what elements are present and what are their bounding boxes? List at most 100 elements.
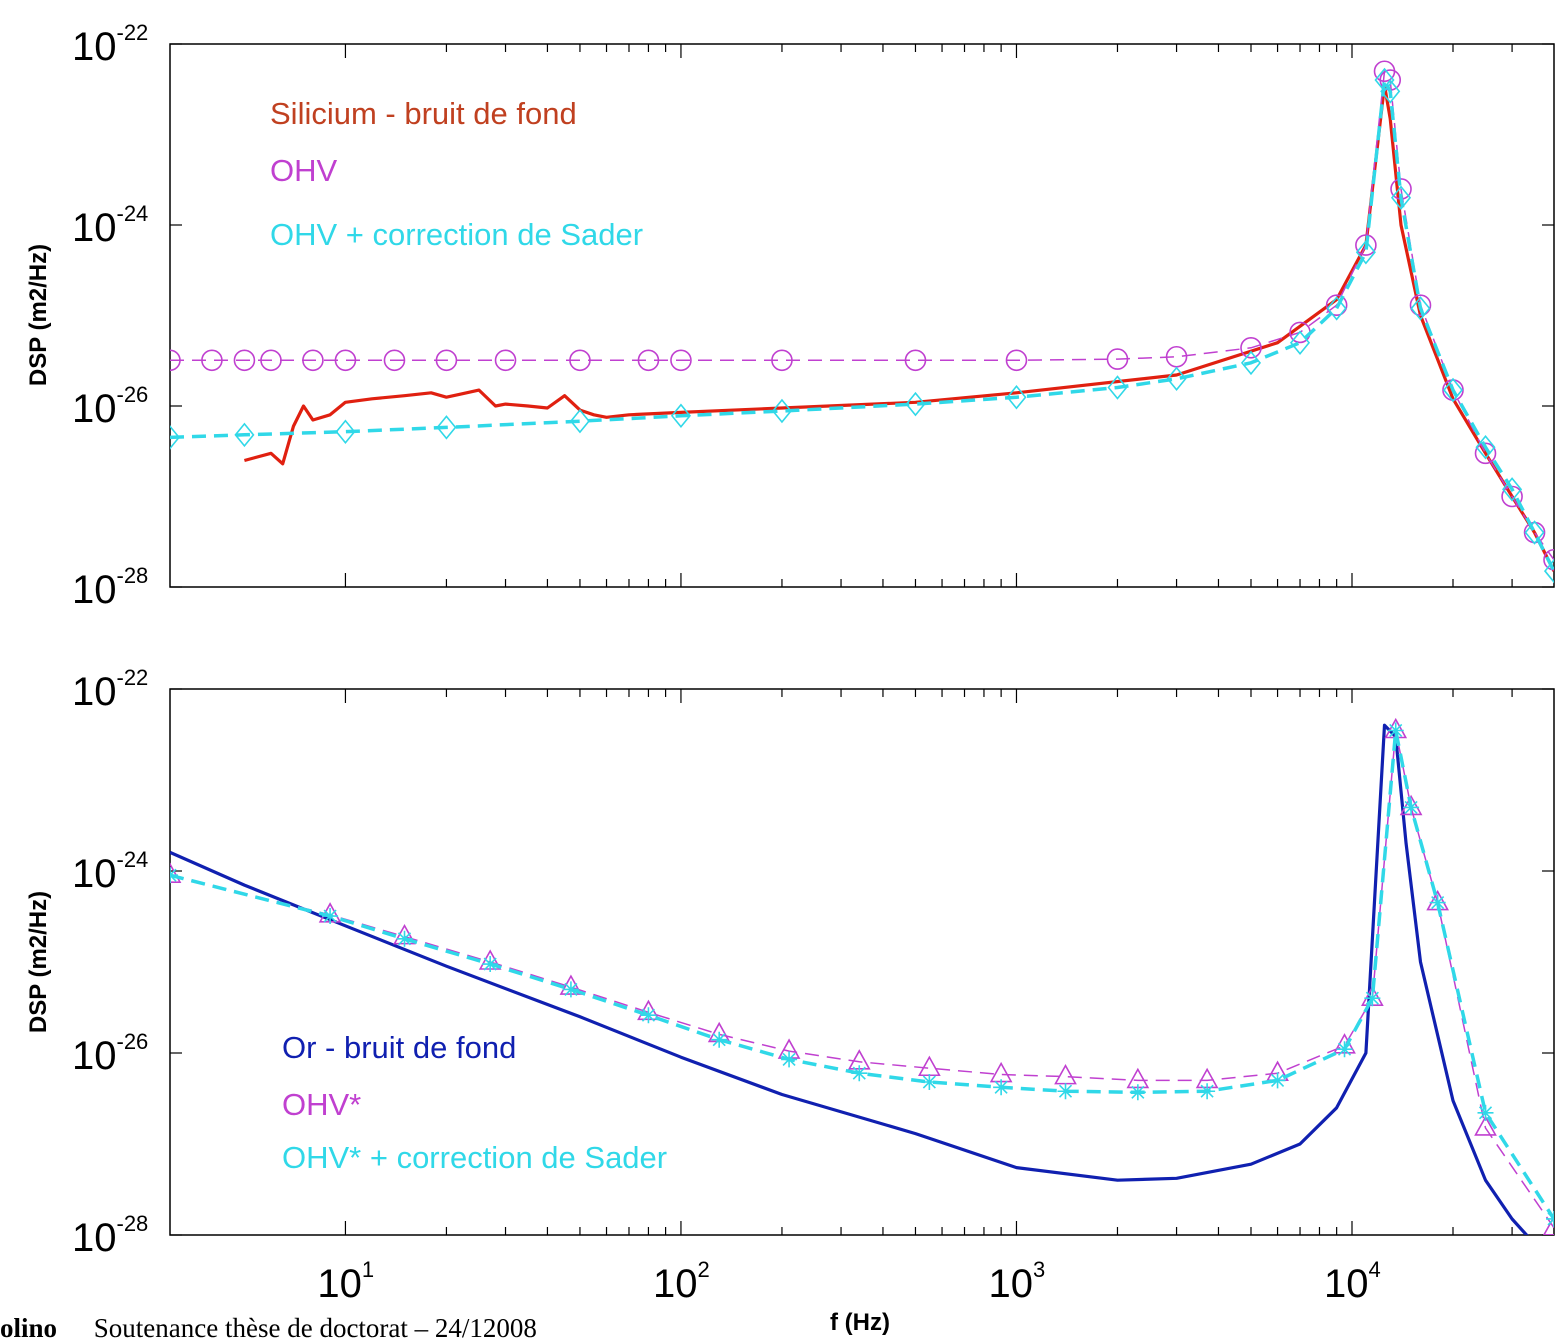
- tick-base: 10: [72, 25, 117, 69]
- bottom-marker-asterisk: [993, 1079, 1010, 1096]
- bottom-marker-asterisk: [1403, 799, 1420, 816]
- top-marker-circle: [1106, 348, 1129, 370]
- top-series-line-3: [170, 78, 1554, 572]
- top-marker-circle: [670, 349, 692, 372]
- top-marker-diamond: [436, 415, 457, 440]
- tick-exponent: -26: [117, 1029, 149, 1054]
- top-marker-diamond: [1006, 384, 1027, 410]
- top-marker-circle: [771, 349, 793, 372]
- top-marker-circle: [334, 349, 357, 372]
- tick-exponent: 4: [1368, 1257, 1380, 1282]
- bottom-y-tick-label: 10-22: [72, 665, 148, 714]
- tick-exponent: -28: [117, 1211, 149, 1236]
- top-y-tick-label: 10-26: [72, 382, 148, 431]
- bottom-y-tick-label: 10-26: [72, 1029, 148, 1078]
- tick-base: 10: [72, 1034, 117, 1078]
- tick-base: 10: [72, 206, 117, 250]
- x-tick-label: 103: [988, 1257, 1045, 1306]
- tick-exponent: -22: [117, 665, 149, 690]
- top-y-axis-label: DSP (m2/Hz): [25, 244, 52, 386]
- footer-text: Soutenance thèse de doctorat – 24/12008: [93, 1313, 537, 1343]
- top-marker-circle: [1005, 349, 1028, 372]
- bottom-marker-triangle: [1542, 1215, 1554, 1235]
- legend-ohv-sader: OHV + correction de Sader: [270, 217, 643, 252]
- bottom-series-line-2: [170, 729, 1554, 1229]
- top-marker-diamond: [1524, 520, 1545, 545]
- top-marker-circle: [383, 349, 406, 372]
- top-marker-circle: [1474, 442, 1497, 465]
- tick-exponent: -24: [117, 847, 149, 872]
- bottom-series-line-1: [170, 723, 1529, 1235]
- top-marker-circle: [569, 349, 591, 372]
- bottom-y-axis-label-text: DSP (m2/Hz): [25, 891, 52, 1033]
- tick-base: 10: [988, 1262, 1032, 1306]
- top-marker-circle: [904, 349, 927, 372]
- top-marker-diamond: [569, 408, 590, 434]
- tick-exponent: -24: [117, 201, 149, 226]
- top-marker-diamond: [1390, 185, 1412, 211]
- tick-exponent: -28: [117, 563, 149, 588]
- tick-base: 10: [653, 1262, 698, 1306]
- top-marker-diamond: [234, 422, 255, 448]
- top-marker-diamond: [1502, 477, 1523, 502]
- bottom-plot-frame: [169, 688, 1555, 1236]
- bottom-series-line-3: [170, 728, 1554, 1220]
- bottom-marker-asterisk: [396, 930, 413, 947]
- bottom-marker-asterisk: [1387, 722, 1404, 739]
- top-y-tick-label: 10-24: [72, 201, 148, 250]
- tick-exponent: -22: [117, 20, 149, 45]
- tick-base: 10: [72, 852, 117, 896]
- x-axis-label: f (Hz): [830, 1309, 890, 1336]
- bottom-marker-triangle: [1474, 1115, 1497, 1136]
- bottom-marker-asterisk: [482, 956, 499, 973]
- legend-or: Or - bruit de fond: [282, 1030, 516, 1065]
- top-y-tick-label: 10-28: [72, 563, 148, 612]
- top-marker-circle: [1240, 336, 1262, 359]
- top-series-group: [170, 60, 1554, 584]
- top-marker-circle: [435, 349, 458, 372]
- bottom-marker-asterisk: [781, 1051, 798, 1068]
- top-plot-frame: [169, 43, 1555, 588]
- top-marker-diamond: [905, 391, 926, 417]
- tick-base: 10: [1324, 1262, 1369, 1306]
- tick-base: 10: [72, 670, 117, 714]
- bottom-marker-asterisk: [1199, 1083, 1216, 1100]
- x-tick-label: 101: [317, 1257, 374, 1306]
- bottom-marker-triangle: [170, 862, 182, 883]
- top-marker-diamond: [1166, 366, 1187, 392]
- bottom-axis-ticks: [170, 688, 1554, 1236]
- top-y-axis-label-text: DSP (m2/Hz): [25, 244, 52, 386]
- top-marker-circle: [170, 349, 181, 372]
- top-marker-diamond: [335, 419, 356, 444]
- bottom-marker-asterisk: [1336, 1041, 1353, 1058]
- bottom-marker-asterisk: [1057, 1083, 1074, 1100]
- footer-author: olino: [0, 1313, 58, 1343]
- bottom-marker-asterisk: [1429, 894, 1446, 911]
- top-marker-diamond: [1442, 377, 1464, 403]
- legend-ohv-star: OHV*: [282, 1087, 361, 1122]
- top-marker-diamond: [1355, 239, 1376, 265]
- tick-exponent: -26: [117, 382, 149, 407]
- bottom-series-group: [170, 717, 1554, 1235]
- top-marker-diamond: [1240, 350, 1262, 376]
- top-marker-diamond: [1475, 434, 1496, 460]
- tick-exponent: 1: [362, 1257, 374, 1282]
- bottom-legend: Or - bruit de fond OHV* OHV* + correctio…: [282, 1030, 667, 1175]
- x-tick-label: 104: [1324, 1257, 1381, 1306]
- top-marker-diamond: [1410, 296, 1431, 321]
- bottom-y-tick-label: 10-24: [72, 847, 148, 896]
- top-series-line-2: [170, 70, 1554, 561]
- top-marker-diamond: [1380, 79, 1401, 104]
- bottom-y-axis-label: DSP (m2/Hz): [25, 891, 52, 1033]
- bottom-marker-asterisk: [851, 1065, 868, 1082]
- top-plot-area: [170, 60, 1554, 584]
- top-legend: Silicium - bruit de fond OHV OHV + corre…: [270, 96, 643, 252]
- tick-base: 10: [317, 1262, 362, 1306]
- footer: olino Soutenance thèse de doctorat – 24/…: [0, 1313, 537, 1344]
- top-marker-circle: [260, 349, 282, 372]
- top-marker-circle: [637, 349, 660, 372]
- bottom-plot-area: [170, 717, 1554, 1235]
- bottom-marker-asterisk: [1269, 1072, 1286, 1089]
